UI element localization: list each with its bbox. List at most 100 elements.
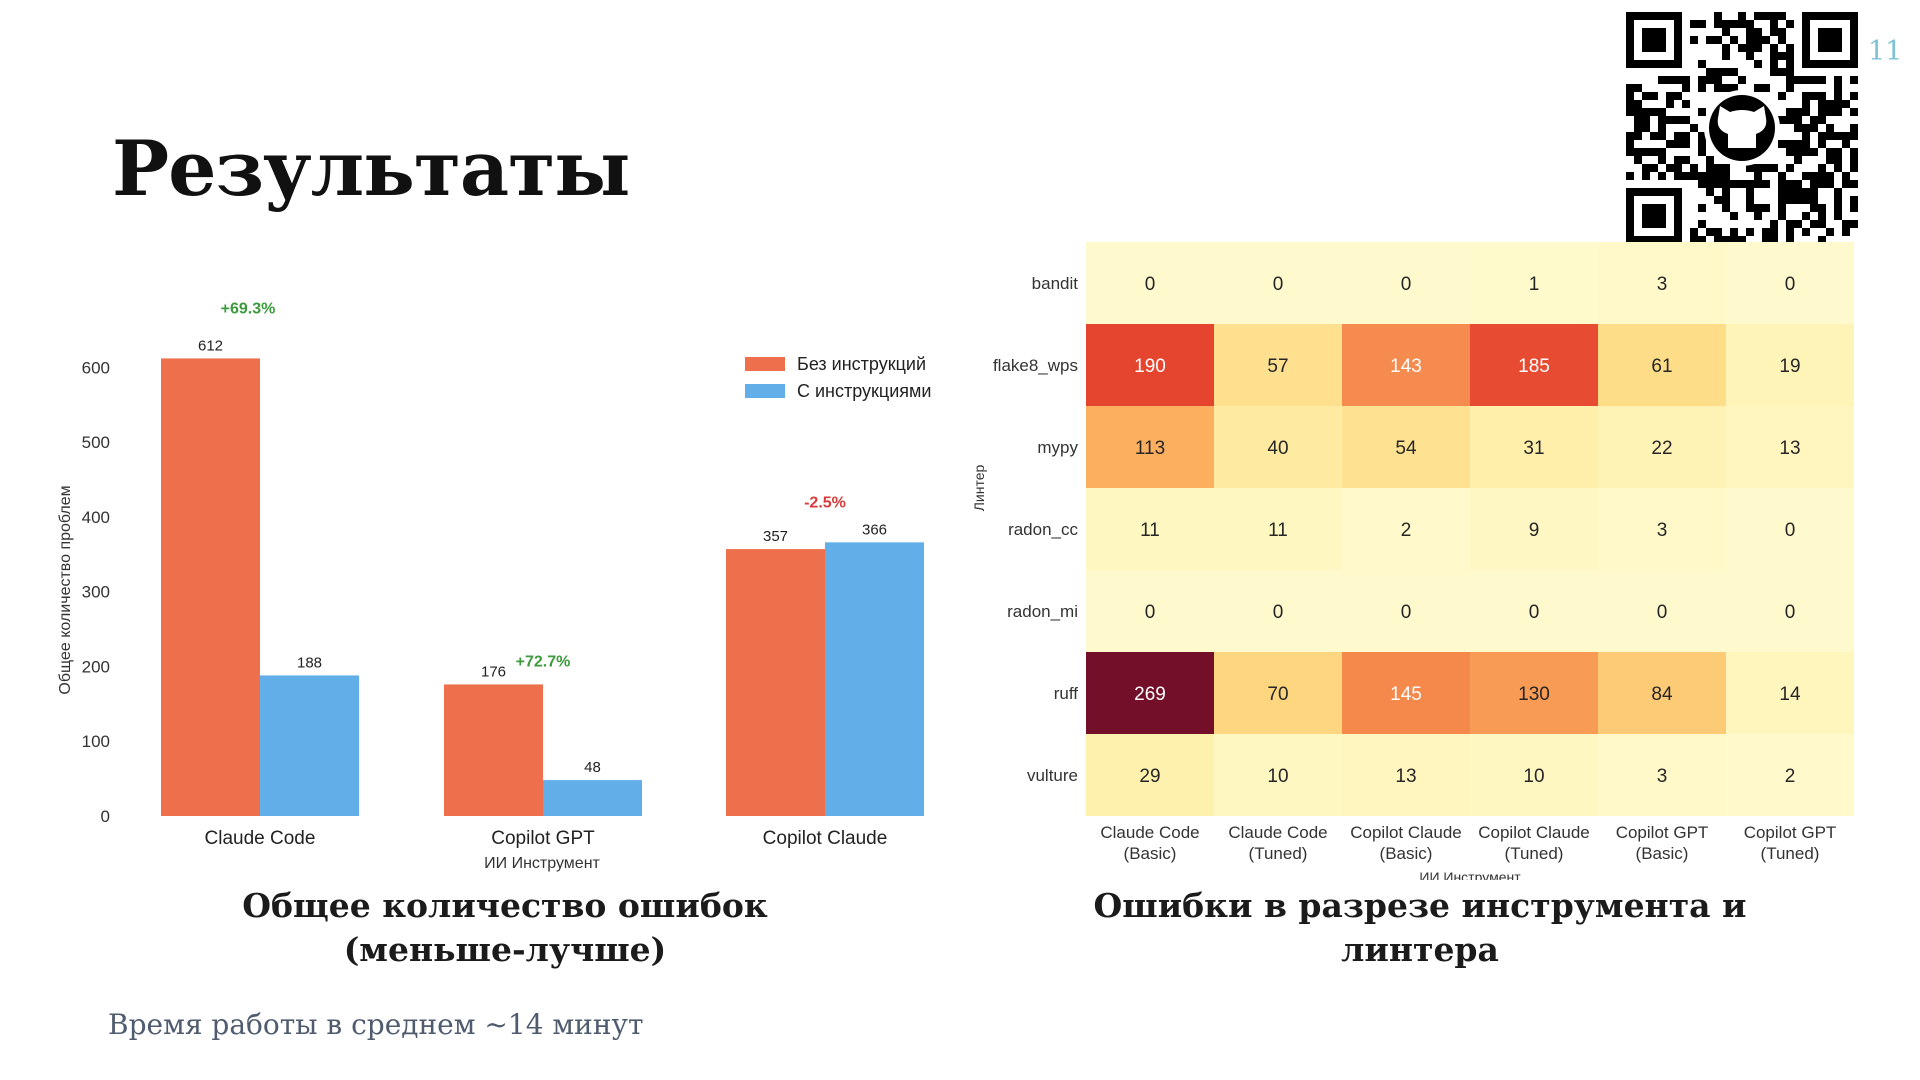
- heatmap-cell: [1726, 324, 1854, 406]
- change-annotation: +69.3%: [221, 300, 276, 317]
- heatmap-value: 0: [1145, 602, 1156, 623]
- slide-title: Результаты: [112, 124, 630, 213]
- bar-value-label: 612: [198, 337, 223, 354]
- heatmap-cell: [1086, 652, 1214, 734]
- heatmap-cell: [1598, 734, 1726, 816]
- change-annotation: -2.5%: [804, 494, 846, 511]
- y-tick-label: 400: [82, 508, 110, 527]
- x-tick-label: Copilot GPT: [491, 828, 595, 849]
- heatmap-value: 1: [1529, 274, 1540, 295]
- qr-modules: [1626, 12, 1858, 244]
- bar: [444, 684, 543, 816]
- heatmap-value: 9: [1529, 520, 1540, 541]
- bar-value-label: 188: [297, 654, 322, 671]
- heatmap-cell: [1726, 652, 1854, 734]
- heatmap-value: 22: [1651, 438, 1672, 459]
- bar-chart: 0 100 200 300 400 500 600 Общее количество проб…: [57, 300, 931, 872]
- heatmap-cell: [1214, 242, 1342, 324]
- qr-finder-pattern: [1626, 188, 1682, 244]
- bar-value-label: 366: [862, 521, 887, 538]
- heatmap-row-label: vulture: [1027, 766, 1078, 785]
- x-tick-label: Copilot Claude: [763, 828, 888, 849]
- heatmap-row-label: radon_cc: [1008, 520, 1078, 539]
- heatmap-cell: [1726, 734, 1854, 816]
- heatmap-cell: [1214, 570, 1342, 652]
- heatmap-value: 13: [1395, 766, 1416, 787]
- heatmap-value: 190: [1134, 356, 1166, 377]
- heatmap-cell: [1214, 324, 1342, 406]
- heatmap-cell: [1342, 242, 1470, 324]
- bar-value-label: 357: [763, 528, 788, 545]
- heatmap-value: 70: [1267, 684, 1288, 705]
- heatmap-column-label: Copilot GPT (Tuned): [1744, 823, 1837, 863]
- heatmap-cell: [1342, 734, 1470, 816]
- qr-finder-pattern: [1802, 12, 1858, 68]
- heatmap-value: 19: [1779, 356, 1800, 377]
- heatmap-value: 10: [1267, 766, 1288, 787]
- heatmap-row-label: flake8_wps: [993, 356, 1078, 375]
- heatmap-cell: [1086, 406, 1214, 488]
- y-tick-label: 200: [82, 657, 110, 676]
- bar-chart-caption: Общее количество ошибок (меньше-лучше): [242, 886, 768, 969]
- heatmap-cell: [1342, 652, 1470, 734]
- heatmap-value: 0: [1145, 274, 1156, 295]
- heatmap-cell: [1470, 652, 1598, 734]
- heatmap-value: 10: [1523, 766, 1544, 787]
- heatmap-cell: [1086, 488, 1214, 570]
- heatmap-cell: [1214, 406, 1342, 488]
- heatmap-value: 2: [1401, 520, 1412, 541]
- y-tick-label: 300: [82, 583, 110, 602]
- heatmap-value: 269: [1134, 684, 1166, 705]
- heatmap-cell: [1342, 324, 1470, 406]
- heatmap-column-label: Copilot Claude (Tuned): [1478, 823, 1590, 863]
- heatmap-cell: [1342, 406, 1470, 488]
- heatmap-value: 0: [1273, 602, 1284, 623]
- y-tick-label: 100: [82, 732, 110, 751]
- bar-value-label: 176: [481, 663, 506, 680]
- heatmap-value: 0: [1401, 602, 1412, 623]
- heatmap-cell: [1726, 242, 1854, 324]
- bar: [260, 675, 359, 816]
- heatmap-cell: [1086, 570, 1214, 652]
- heatmap-x-axis-label: ИИ Инструмент: [1419, 869, 1521, 880]
- heatmap-caption: Ошибки в разрезе инструмента и линтера: [1093, 886, 1747, 969]
- heatmap-value: 0: [1401, 274, 1412, 295]
- y-axis-label: Общее количество проблем: [57, 485, 74, 694]
- heatmap-value: 2: [1785, 766, 1796, 787]
- heatmap-row-label: mypy: [1037, 438, 1078, 457]
- heatmap-value: 130: [1518, 684, 1550, 705]
- y-tick-label: 600: [82, 358, 110, 377]
- heatmap-column-label: Claude Code (Tuned): [1228, 823, 1327, 863]
- heatmap-cell: [1598, 570, 1726, 652]
- heatmap-value: 29: [1139, 766, 1160, 787]
- github-icon: [1704, 90, 1780, 166]
- x-tick-label: Claude Code: [205, 828, 316, 849]
- heatmap-cell: [1342, 570, 1470, 652]
- heatmap-value: 54: [1395, 438, 1417, 459]
- heatmap-value: 61: [1651, 356, 1672, 377]
- heatmap-value: 3: [1657, 274, 1668, 295]
- heatmap-cell: [1470, 406, 1598, 488]
- heatmap-row-label: ruff: [1054, 684, 1079, 703]
- heatmap-value: 0: [1785, 520, 1796, 541]
- heatmap-cell: [1598, 652, 1726, 734]
- footnote: Время работы в среднем ~14 минут: [108, 1008, 644, 1041]
- heatmap-cell: [1470, 242, 1598, 324]
- heatmap-value: 0: [1529, 602, 1540, 623]
- heatmap-column-label: Copilot GPT (Basic): [1616, 823, 1709, 863]
- heatmap-value: 14: [1779, 684, 1801, 705]
- bar: [543, 780, 642, 816]
- heatmap-y-axis-label: Линтер: [971, 465, 987, 512]
- heatmap-value: 0: [1657, 602, 1668, 623]
- bar-value-label: 48: [584, 759, 601, 776]
- heatmap-value: 3: [1657, 766, 1668, 787]
- change-annotation: +72.7%: [516, 653, 571, 670]
- heatmap-cell: [1214, 652, 1342, 734]
- heatmap-cell: [1214, 488, 1342, 570]
- heatmap-value: 143: [1390, 356, 1422, 377]
- heatmap-cell: [1726, 570, 1854, 652]
- heatmap-value: 11: [1268, 520, 1288, 541]
- qr-finder-pattern: [1626, 12, 1682, 68]
- heatmap-cell: [1598, 406, 1726, 488]
